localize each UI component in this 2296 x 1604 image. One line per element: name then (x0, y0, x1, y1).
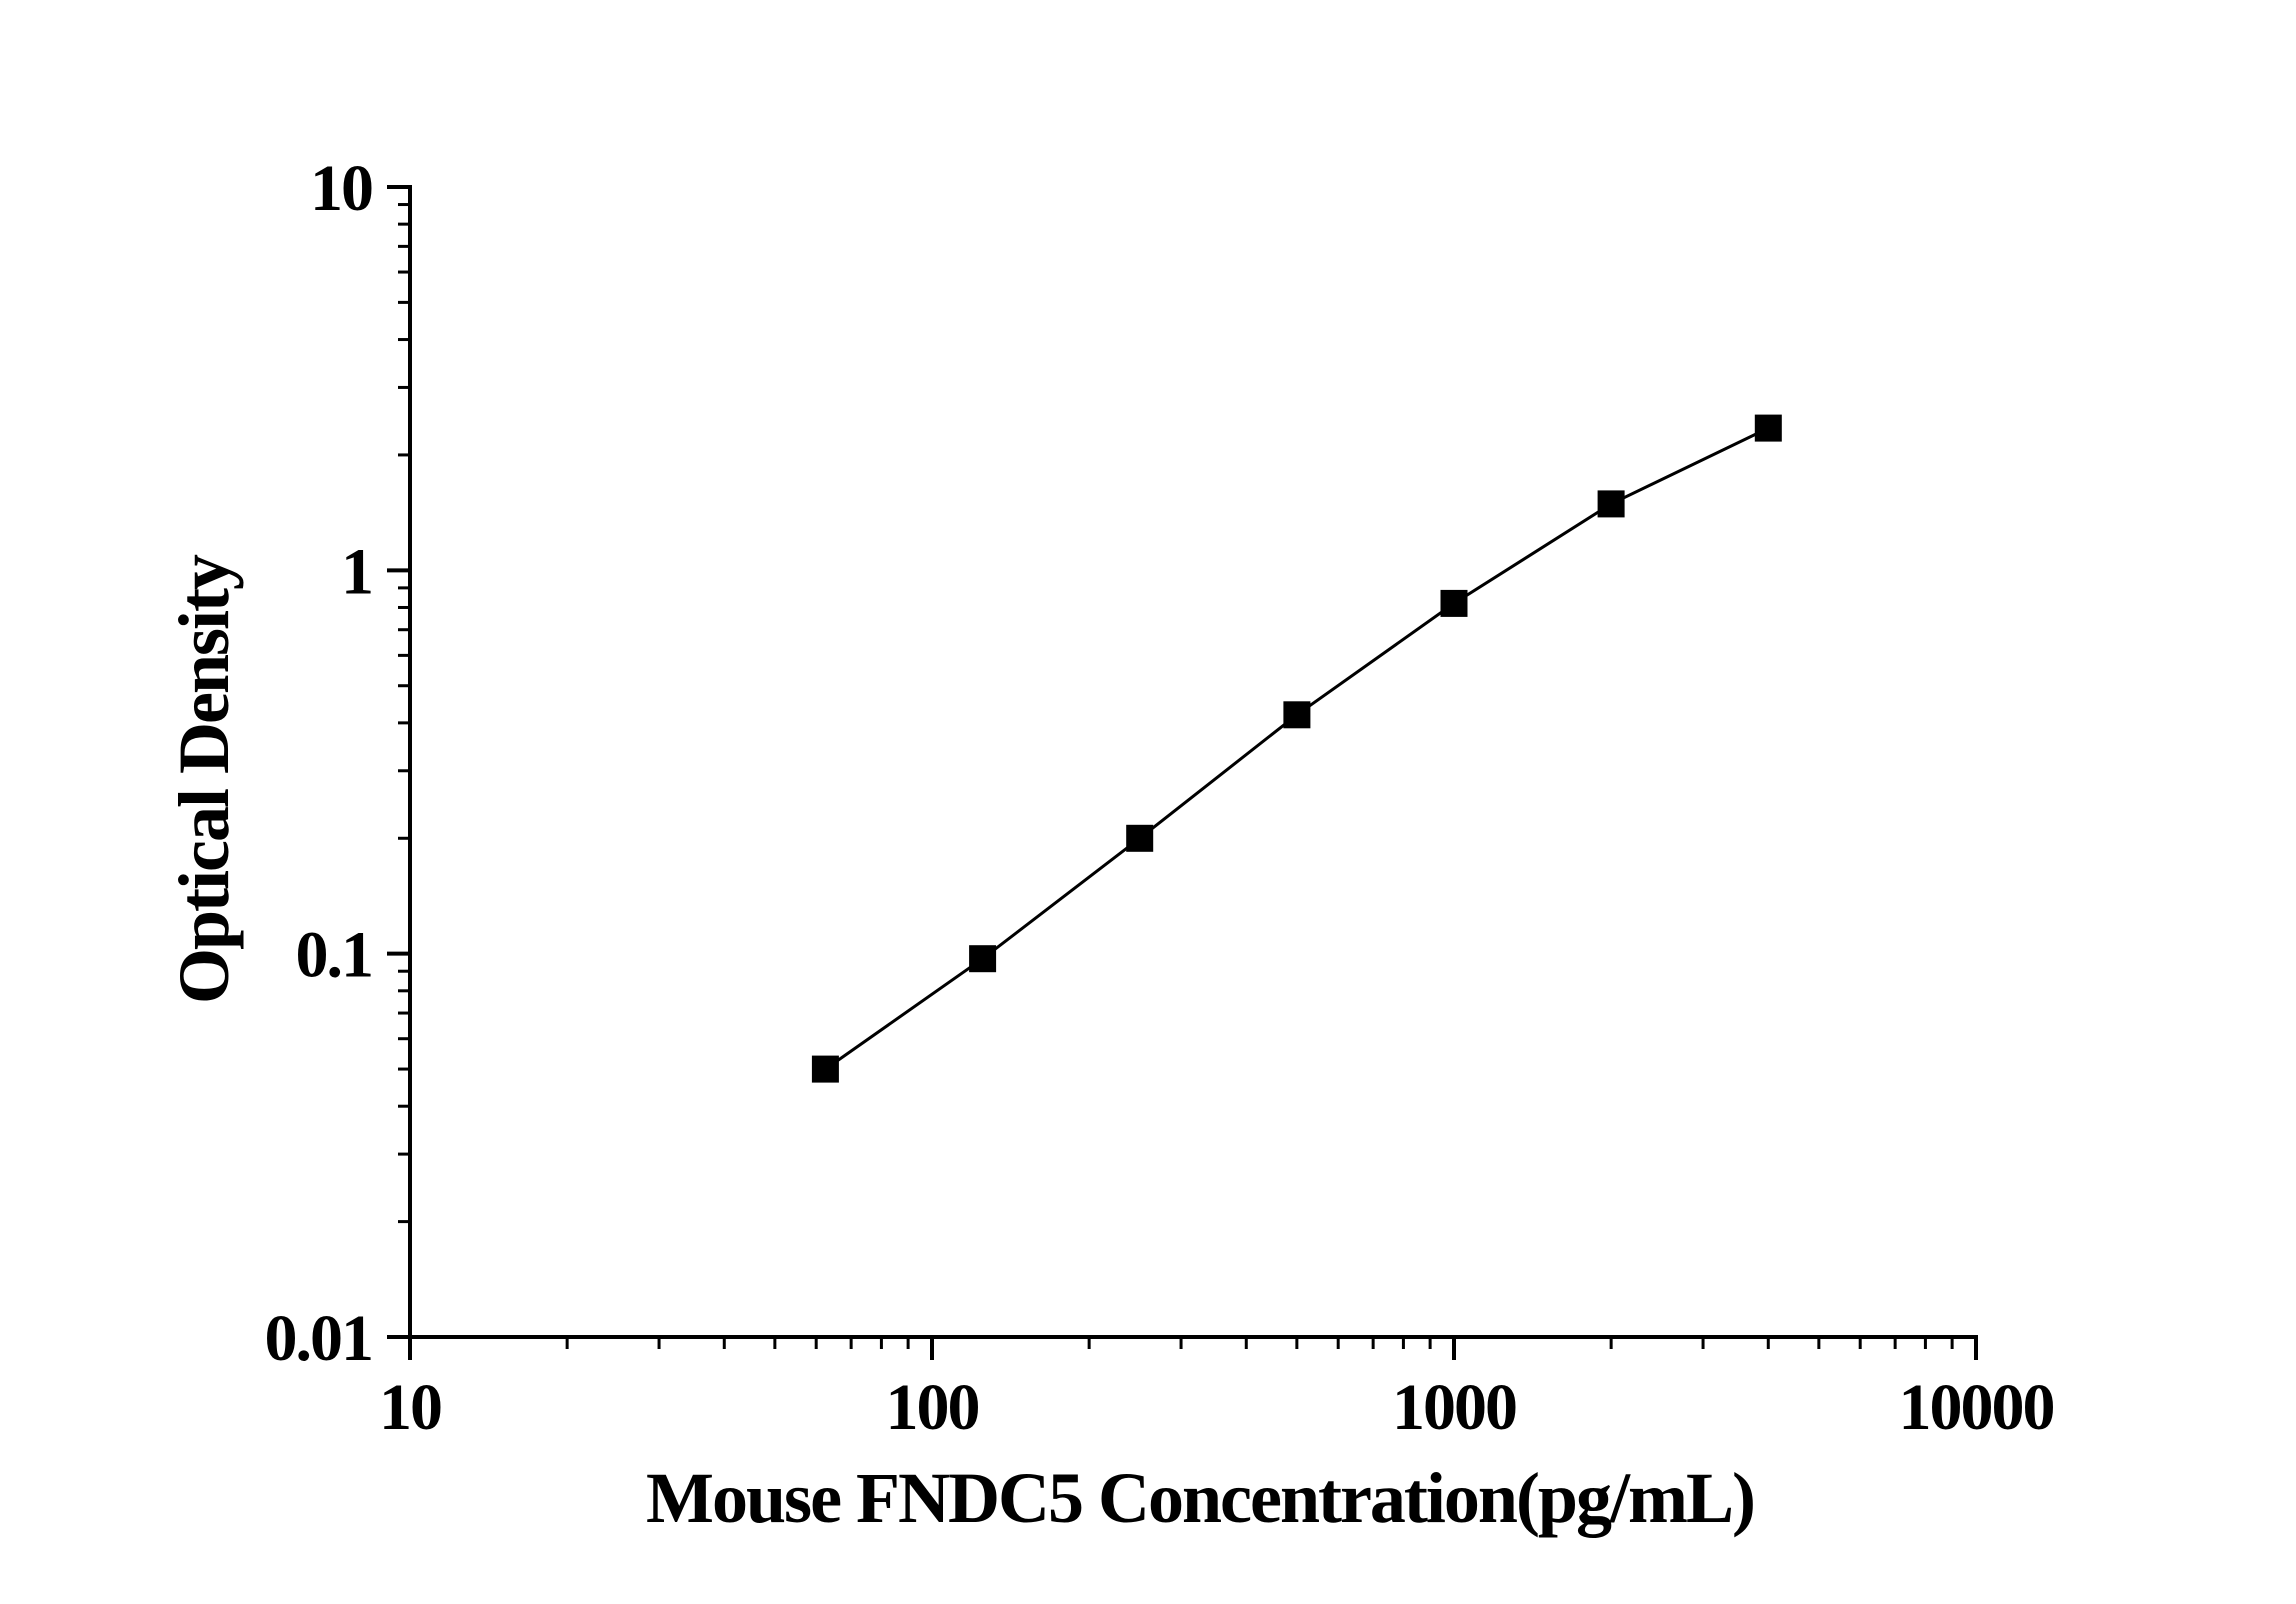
data-point-marker (969, 945, 997, 973)
y-tick-label: 10 (310, 152, 372, 225)
data-point-marker (1126, 824, 1154, 852)
x-tick-label: 100 (886, 1371, 979, 1444)
data-point-marker (811, 1055, 839, 1083)
x-tick-label: 10000 (1899, 1371, 2054, 1444)
data-series (811, 414, 1782, 1083)
x-axis-title: Mouse FNDC5 Concentration(pg/mL) (646, 1458, 1754, 1538)
data-point-marker (1754, 414, 1782, 442)
y-axis: 0.01 0.1 1 10 (265, 152, 412, 1375)
y-axis-title: Optical Density (164, 554, 244, 1004)
x-axis: 10 100 1000 10000 (379, 1335, 2056, 1444)
y-tick-label: 1 (341, 535, 372, 608)
data-point-marker (1597, 490, 1625, 518)
x-tick-label: 10 (379, 1371, 441, 1444)
x-tick-label: 1000 (1392, 1371, 1516, 1444)
data-point-marker (1440, 589, 1468, 617)
data-point-marker (1283, 701, 1311, 729)
y-tick-label: 0.01 (265, 1302, 373, 1375)
series-line (824, 426, 1769, 1071)
y-tick-label: 0.1 (296, 919, 373, 992)
